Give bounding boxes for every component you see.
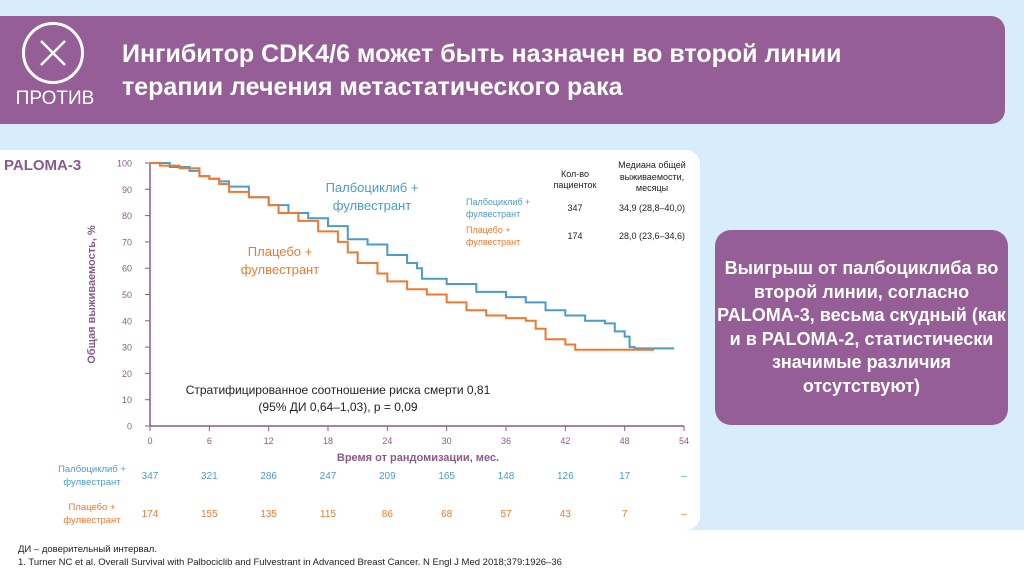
legend-row-n: 347 <box>567 203 582 213</box>
x-tick-label: 42 <box>560 436 570 446</box>
y-tick-label: 90 <box>122 185 132 195</box>
at-risk-value: – <box>681 471 687 482</box>
at-risk-value: 17 <box>619 471 631 482</box>
at-risk-value: 155 <box>201 509 218 520</box>
x-axis-label: Время от рандомизации, мес. <box>337 452 499 464</box>
curve-label-palbo: фулвестрант <box>333 198 411 213</box>
legend-header-median: месяцы <box>636 183 668 193</box>
legend-row-label: фулвестрант <box>466 237 520 247</box>
curve-label-placebo: Плацебо + <box>248 244 312 259</box>
at-risk-value: 126 <box>557 471 574 482</box>
at-risk-value: 135 <box>260 509 277 520</box>
at-risk-label: Палбоциклиб + <box>58 464 126 475</box>
legend-header-n: пациенток <box>553 180 596 190</box>
title-line-1: Ингибитор CDK4/6 может быть назначен во … <box>122 40 842 68</box>
at-risk-value: 7 <box>622 509 628 520</box>
curve-label-placebo: фулвестрант <box>241 262 319 277</box>
at-risk-value: 68 <box>441 509 453 520</box>
hazard-ratio-text: Стратифицированное соотношение риска сме… <box>186 383 491 397</box>
footnote-abbrev: ДИ – доверительный интервал. <box>18 544 157 555</box>
footnote-reference: 1. Turner NC et al. Overall Survival wit… <box>18 557 562 568</box>
x-tick-label: 30 <box>442 436 452 446</box>
y-tick-label: 70 <box>122 237 132 247</box>
legend-row-label: Палбоциклиб + <box>466 197 530 207</box>
x-tick-label: 48 <box>620 436 630 446</box>
at-risk-value: – <box>681 509 687 520</box>
legend-row-median: 34,9 (28,8–40,0) <box>619 203 685 213</box>
y-tick-label: 100 <box>117 159 132 169</box>
chart-panel <box>0 150 700 530</box>
legend-header-median: выживаемости, <box>620 172 684 182</box>
y-tick-label: 20 <box>122 369 132 379</box>
x-tick-label: 12 <box>264 436 274 446</box>
at-risk-value: 321 <box>201 471 218 482</box>
legend-row-n: 174 <box>567 231 582 241</box>
at-risk-label: Плацебо + <box>68 502 116 513</box>
at-risk-label: фулвестрант <box>63 477 121 488</box>
x-tick-label: 36 <box>501 436 511 446</box>
at-risk-value: 57 <box>500 509 512 520</box>
legend-row-label: Плацебо + <box>466 225 511 235</box>
x-tick-label: 24 <box>382 436 392 446</box>
x-circle-icon <box>22 22 84 84</box>
y-tick-label: 40 <box>122 316 132 326</box>
footer: ДИ – доверительный интервал. 1. Turner N… <box>0 530 1024 574</box>
header-banner: ПРОТИВ Ингибитор CDK4/6 может быть назна… <box>0 16 1005 124</box>
legend-row-label: фулвестрант <box>466 209 520 219</box>
badge-label: ПРОТИВ <box>15 88 95 109</box>
title-line-2: терапии лечения метастатического рака <box>122 73 623 101</box>
legend-header-n: Кол-во <box>561 169 589 179</box>
chart-title: PALOMA-3 <box>4 157 81 174</box>
series-line-1 <box>150 162 655 351</box>
callout-box: Выигрыш от палбоциклиба во второй линии,… <box>715 230 1008 425</box>
legend-header-median: Медиана общей <box>618 160 686 170</box>
y-tick-label: 0 <box>127 422 132 432</box>
x-tick-label: 6 <box>207 436 212 446</box>
x-tick-label: 0 <box>147 436 152 446</box>
legend-row-median: 28,0 (23,6–34,6) <box>619 231 685 241</box>
at-risk-label: фулвестрант <box>63 515 121 526</box>
at-risk-value: 43 <box>560 509 572 520</box>
at-risk-value: 174 <box>142 509 159 520</box>
y-axis-label: Общая выживаемость, % <box>86 225 98 364</box>
curve-label-palbo: Палбоциклиб + <box>326 180 419 195</box>
at-risk-value: 86 <box>382 509 394 520</box>
at-risk-value: 148 <box>498 471 515 482</box>
x-tick-label: 54 <box>679 436 689 446</box>
y-tick-label: 80 <box>122 211 132 221</box>
at-risk-value: 286 <box>260 471 277 482</box>
at-risk-value: 165 <box>438 471 455 482</box>
y-tick-label: 60 <box>122 264 132 274</box>
at-risk-value: 115 <box>320 509 336 520</box>
at-risk-value: 347 <box>142 471 159 482</box>
y-tick-label: 50 <box>122 290 132 300</box>
at-risk-value: 209 <box>379 471 396 482</box>
page-title: Ингибитор CDK4/6 может быть назначен во … <box>122 38 842 104</box>
x-tick-label: 18 <box>323 436 333 446</box>
y-tick-label: 10 <box>122 395 132 405</box>
y-tick-label: 30 <box>122 343 132 353</box>
at-risk-value: 247 <box>320 471 337 482</box>
callout-text: Выигрыш от палбоциклиба во второй линии,… <box>717 258 1006 396</box>
survival-chart: PALOMA-3 0 10 20 30 40 50 60 70 80 90 100 0 6 12 18 24 30… <box>4 157 689 526</box>
hazard-ratio-ci-text: (95% ДИ 0,64–1,03), p = 0,09 <box>258 400 418 414</box>
